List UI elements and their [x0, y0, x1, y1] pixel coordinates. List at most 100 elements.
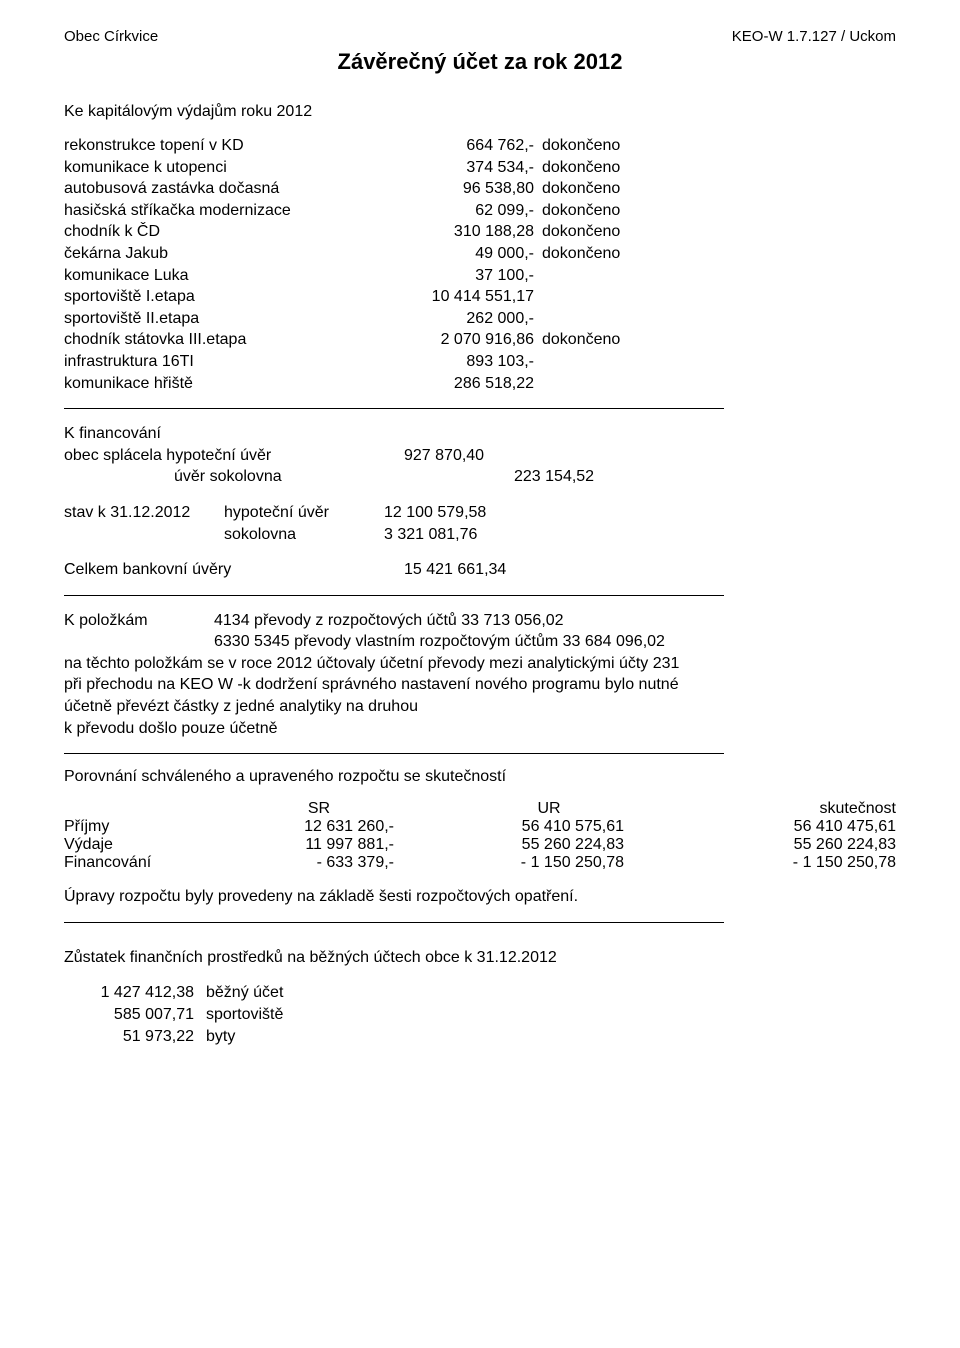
- comparison-cell: Výdaje: [64, 836, 204, 854]
- capex-list: rekonstrukce topení v KD664 762,-dokonče…: [64, 135, 896, 394]
- capex-value: 374 534,-dokončeno: [404, 157, 664, 179]
- capex-row: čekárna Jakub49 000,-dokončeno: [64, 243, 896, 265]
- comparison-cell: 55 260 224,83: [434, 836, 664, 854]
- capex-value: 10 414 551,17: [404, 286, 664, 308]
- comparison-cell: - 1 150 250,78: [434, 854, 664, 872]
- capex-label: komunikace Luka: [64, 265, 404, 287]
- capex-status: dokončeno: [542, 159, 620, 176]
- capex-row: komunikace hřiště286 518,22: [64, 373, 896, 395]
- financing-label: obec splácela hypoteční úvěr: [64, 445, 404, 467]
- capex-row: sportoviště II.etapa262 000,-: [64, 308, 896, 330]
- balances-heading: Zůstatek finančních prostředků na běžnýc…: [64, 947, 896, 969]
- financing-row: úvěr sokolovna223 154,52: [64, 466, 896, 488]
- comparison-col-sr: SR: [204, 800, 434, 818]
- capex-label: sportoviště II.etapa: [64, 308, 404, 330]
- header-right: KEO-W 1.7.127 / Uckom: [732, 28, 896, 45]
- comparison-cell: 56 410 475,61: [664, 818, 896, 836]
- page-title: Závěrečný účet za rok 2012: [64, 49, 896, 75]
- comparison-header-row: SR UR skutečnost: [64, 800, 896, 818]
- balance-row: 1 427 412,38běžný účet: [64, 982, 896, 1004]
- balance-row: 51 973,22byty: [64, 1026, 896, 1048]
- adjust-note: Úpravy rozpočtu byly provedeny na základ…: [64, 886, 896, 908]
- capex-value: 62 099,-dokončeno: [404, 200, 664, 222]
- financing-value: 927 870,40: [404, 445, 664, 467]
- balance-amount: 51 973,22: [64, 1026, 206, 1048]
- comparison-cell: Financování: [64, 854, 204, 872]
- header-left: Obec Církvice: [64, 28, 158, 45]
- comparison-block: Porovnání schváleného a upraveného rozpo…: [64, 768, 896, 872]
- balance-label: sportoviště: [206, 1004, 283, 1026]
- loan-state-row: hypoteční úvěr12 100 579,58: [224, 502, 896, 524]
- balance-amount: 585 007,71: [64, 1004, 206, 1026]
- transfers-line2: 6330 5345 převody vlastním rozpočtovým ú…: [64, 631, 896, 653]
- section-intro: Ke kapitálovým výdajům roku 2012: [64, 103, 896, 121]
- comparison-cell: 55 260 224,83: [664, 836, 896, 854]
- capex-label: hasičská stříkačka modernizace: [64, 200, 404, 222]
- capex-row: autobusová zastávka dočasná96 538,80doko…: [64, 178, 896, 200]
- balance-label: byty: [206, 1026, 235, 1048]
- loan-state-block: stav k 31.12.2012 hypoteční úvěr12 100 5…: [64, 502, 896, 545]
- capex-value: 664 762,-dokončeno: [404, 135, 664, 157]
- capex-status: dokončeno: [542, 245, 620, 262]
- capex-status: dokončeno: [542, 137, 620, 154]
- balances-block: Zůstatek finančních prostředků na běžnýc…: [64, 947, 896, 1047]
- capex-row: chodník státovka III.etapa2 070 916,86do…: [64, 329, 896, 351]
- bank-total-label: Celkem bankovní úvěry: [64, 559, 404, 581]
- financing-block: K financování obec splácela hypoteční úv…: [64, 423, 896, 488]
- capex-value: 96 538,80dokončeno: [404, 178, 664, 200]
- comparison-heading: Porovnání schváleného a upraveného rozpo…: [64, 768, 896, 786]
- balance-amount: 1 427 412,38: [64, 982, 206, 1004]
- bank-total-value: 15 421 661,34: [404, 559, 664, 581]
- comparison-col-ur: UR: [434, 800, 664, 818]
- financing-label: úvěr sokolovna: [64, 466, 514, 488]
- balance-label: běžný účet: [206, 982, 283, 1004]
- capex-label: chodník k ČD: [64, 221, 404, 243]
- financing-heading: K financování: [64, 423, 896, 445]
- capex-value: 37 100,-: [404, 265, 664, 287]
- loan-state-prefix: stav k 31.12.2012: [64, 502, 224, 545]
- capex-row: infrastruktura 16TI893 103,-: [64, 351, 896, 373]
- transfers-para-0: na těchto položkám se v roce 2012 účtova…: [64, 653, 896, 675]
- transfers-block: K položkám 4134 převody z rozpočtových ú…: [64, 610, 896, 740]
- divider: [64, 922, 724, 923]
- comparison-cell: - 633 379,-: [204, 854, 434, 872]
- comparison-cell: 12 631 260,-: [204, 818, 434, 836]
- divider: [64, 408, 724, 409]
- loan-state-label: hypoteční úvěr: [224, 502, 384, 524]
- capex-label: rekonstrukce topení v KD: [64, 135, 404, 157]
- capex-label: komunikace k utopenci: [64, 157, 404, 179]
- loan-state-value: 12 100 579,58: [384, 502, 486, 524]
- capex-status: dokončeno: [542, 223, 620, 240]
- comparison-row: Výdaje11 997 881,-55 260 224,8355 260 22…: [64, 836, 896, 854]
- document-page: Obec Církvice KEO-W 1.7.127 / Uckom Závě…: [0, 0, 960, 1348]
- capex-value: 310 188,28dokončeno: [404, 221, 664, 243]
- comparison-cell: 11 997 881,-: [204, 836, 434, 854]
- capex-label: komunikace hřiště: [64, 373, 404, 395]
- capex-status: dokončeno: [542, 202, 620, 219]
- capex-row: komunikace k utopenci374 534,-dokončeno: [64, 157, 896, 179]
- transfers-para-3: k převodu došlo pouze účetně: [64, 718, 896, 740]
- comparison-cell: 56 410 575,61: [434, 818, 664, 836]
- financing-row: obec splácela hypoteční úvěr927 870,40: [64, 445, 896, 467]
- capex-row: sportoviště I.etapa10 414 551,17: [64, 286, 896, 308]
- capex-status: dokončeno: [542, 180, 620, 197]
- capex-label: sportoviště I.etapa: [64, 286, 404, 308]
- comparison-row: Financování- 633 379,-- 1 150 250,78- 1 …: [64, 854, 896, 872]
- capex-label: autobusová zastávka dočasná: [64, 178, 404, 200]
- capex-row: hasičská stříkačka modernizace62 099,-do…: [64, 200, 896, 222]
- capex-label: chodník státovka III.etapa: [64, 329, 404, 351]
- capex-value: 2 070 916,86dokončeno: [404, 329, 664, 351]
- capex-row: komunikace Luka37 100,-: [64, 265, 896, 287]
- loan-state-row: sokolovna3 321 081,76: [224, 524, 896, 546]
- header-row: Obec Církvice KEO-W 1.7.127 / Uckom: [64, 28, 896, 45]
- capex-status: dokončeno: [542, 331, 620, 348]
- transfers-line1a: K položkám: [64, 610, 214, 632]
- loan-state-value: 3 321 081,76: [384, 524, 477, 546]
- capex-value: 286 518,22: [404, 373, 664, 395]
- comparison-cell: Příjmy: [64, 818, 204, 836]
- capex-label: infrastruktura 16TI: [64, 351, 404, 373]
- comparison-row: Příjmy12 631 260,-56 410 575,6156 410 47…: [64, 818, 896, 836]
- capex-value: 49 000,-dokončeno: [404, 243, 664, 265]
- divider: [64, 753, 724, 754]
- capex-label: čekárna Jakub: [64, 243, 404, 265]
